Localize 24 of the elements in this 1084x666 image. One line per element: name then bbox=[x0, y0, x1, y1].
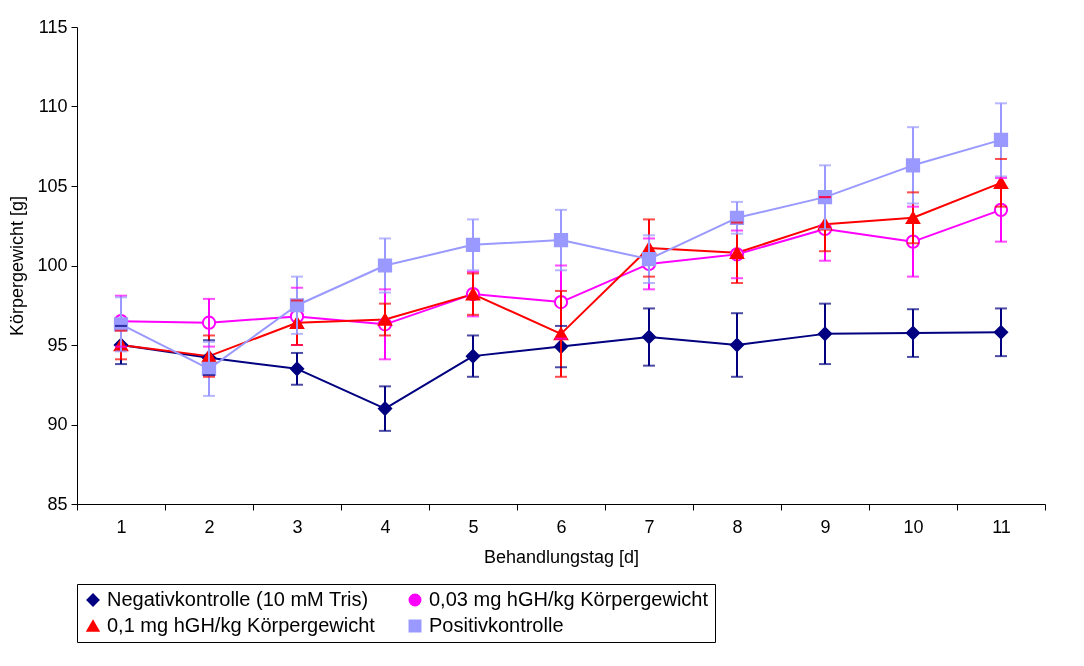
x-tick-label: 8 bbox=[732, 516, 743, 537]
y-tick-label: 110 bbox=[38, 96, 68, 116]
y-tick-label: 95 bbox=[47, 334, 68, 355]
y-tick-label: 85 bbox=[47, 493, 68, 514]
legend-label: 0,03 mg hGH/kg Körpergewicht bbox=[429, 588, 709, 610]
x-tick-label: 4 bbox=[380, 516, 391, 537]
legend-label: 0,1 mg hGH/kg Körpergewicht bbox=[107, 614, 376, 636]
legend-label: Negativkontrolle (10 mM Tris) bbox=[107, 588, 369, 610]
y-tick-label: 100 bbox=[37, 255, 68, 275]
x-axis-title: Behandlungstag [d] bbox=[483, 546, 640, 567]
x-tick-label: 7 bbox=[644, 516, 655, 537]
legend-label: Positivkontrolle bbox=[429, 614, 564, 636]
x-tick-label: 9 bbox=[820, 516, 831, 537]
x-tick-label: 2 bbox=[204, 516, 215, 537]
x-tick-label: 11 bbox=[992, 516, 1011, 537]
y-axis-title: Körpergewicht [g] bbox=[7, 195, 28, 337]
x-tick-label: 5 bbox=[468, 516, 479, 537]
x-tick-label: 1 bbox=[116, 516, 127, 537]
x-tick-label: 6 bbox=[556, 516, 567, 537]
x-tick-label: 3 bbox=[292, 516, 303, 537]
y-tick-label: 90 bbox=[47, 414, 68, 434]
y-tick-label: 105 bbox=[37, 175, 68, 196]
y-tick-label: 115 bbox=[38, 16, 68, 37]
x-tick-label: 10 bbox=[903, 516, 924, 537]
